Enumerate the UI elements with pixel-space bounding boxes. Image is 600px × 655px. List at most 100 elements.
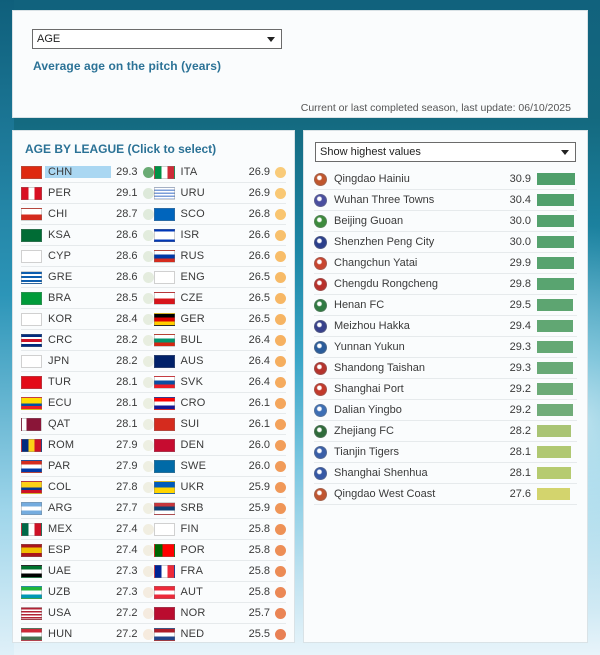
flag-icon — [153, 459, 175, 473]
league-row[interactable]: SCO 26.8 — [153, 204, 286, 225]
league-row[interactable]: ESP 27.4 — [21, 540, 154, 561]
league-row[interactable]: MEX 27.4 — [21, 519, 154, 540]
club-bar — [537, 173, 575, 185]
league-row[interactable]: COL 27.8 — [21, 477, 154, 498]
league-row[interactable]: RUS 26.6 — [153, 246, 286, 267]
league-row[interactable]: UKR 25.9 — [153, 477, 286, 498]
flag-icon — [153, 207, 175, 221]
league-code: UAE — [48, 565, 72, 577]
value-dot — [275, 292, 286, 304]
league-code: ROM — [48, 439, 75, 451]
value-dot — [275, 481, 286, 493]
league-row[interactable]: CHN 29.3 — [21, 162, 154, 183]
flag-icon — [153, 312, 175, 326]
league-row[interactable]: CRO 26.1 — [153, 393, 286, 414]
club-row[interactable]: Qingdao Hainiu 30.9 — [314, 169, 577, 190]
league-row[interactable]: ARG 27.7 — [21, 498, 154, 519]
club-row[interactable]: Shandong Taishan 29.3 — [314, 358, 577, 379]
club-row[interactable]: Shanghai Shenhua 28.1 — [314, 463, 577, 484]
value-dot — [275, 397, 286, 409]
league-value: 27.4 — [116, 523, 138, 535]
league-row[interactable]: PER 29.1 — [21, 183, 154, 204]
league-row[interactable]: SWE 26.0 — [153, 456, 286, 477]
metric-select[interactable]: AGE — [32, 29, 282, 49]
club-row[interactable]: Tianjin Tigers 28.1 — [314, 442, 577, 463]
league-row[interactable]: UZB 27.3 — [21, 582, 154, 603]
league-value: 28.5 — [116, 292, 138, 304]
league-row[interactable]: HUN 27.2 — [21, 624, 154, 642]
league-row[interactable]: JPN 28.2 — [21, 351, 154, 372]
league-row[interactable]: AUT 25.8 — [153, 582, 286, 603]
league-row[interactable]: URU 26.9 — [153, 183, 286, 204]
club-name: Tianjin Tigers — [334, 446, 400, 458]
sort-select[interactable]: Show highest values — [315, 142, 576, 162]
league-row[interactable]: GER 26.5 — [153, 309, 286, 330]
club-row[interactable]: Shenzhen Peng City 30.0 — [314, 232, 577, 253]
league-row[interactable]: TUR 28.1 — [21, 372, 154, 393]
club-row[interactable]: Changchun Yatai 29.9 — [314, 253, 577, 274]
league-row[interactable]: AUS 26.4 — [153, 351, 286, 372]
value-dot — [275, 229, 286, 241]
league-row[interactable]: DEN 26.0 — [153, 435, 286, 456]
league-value: 26.1 — [248, 418, 270, 430]
league-row[interactable]: PAR 27.9 — [21, 456, 154, 477]
league-code: GRE — [48, 271, 73, 283]
league-row[interactable]: NOR 25.7 — [153, 603, 286, 624]
league-row[interactable]: NED 25.5 — [153, 624, 286, 642]
club-value: 29.4 — [509, 320, 531, 332]
club-row[interactable]: Shanghai Port 29.2 — [314, 379, 577, 400]
league-row[interactable]: ECU 28.1 — [21, 393, 154, 414]
league-row[interactable]: QAT 28.1 — [21, 414, 154, 435]
club-value: 28.2 — [509, 425, 531, 437]
flag-icon — [153, 165, 175, 179]
league-row[interactable]: BUL 26.4 — [153, 330, 286, 351]
update-note: Current or last completed season, last u… — [300, 102, 571, 114]
league-row[interactable]: POR 25.8 — [153, 540, 286, 561]
league-row[interactable]: KOR 28.4 — [21, 309, 154, 330]
league-code: FRA — [180, 565, 204, 577]
league-row[interactable]: KSA 28.6 — [21, 225, 154, 246]
league-row[interactable]: FRA 25.8 — [153, 561, 286, 582]
league-row[interactable]: GRE 28.6 — [21, 267, 154, 288]
league-row[interactable]: ISR 26.6 — [153, 225, 286, 246]
league-code: SRB — [180, 502, 204, 514]
club-row[interactable]: Yunnan Yukun 29.3 — [314, 337, 577, 358]
league-row[interactable]: CRC 28.2 — [21, 330, 154, 351]
league-row[interactable]: SVK 26.4 — [153, 372, 286, 393]
league-row[interactable]: ITA 26.9 — [153, 162, 286, 183]
league-row[interactable]: ENG 26.5 — [153, 267, 286, 288]
league-row[interactable]: SUI 26.1 — [153, 414, 286, 435]
club-bar — [537, 215, 574, 227]
flag-icon — [21, 291, 42, 305]
club-bar — [537, 467, 571, 479]
league-row[interactable]: UAE 27.3 — [21, 561, 154, 582]
league-row[interactable]: ROM 27.9 — [21, 435, 154, 456]
value-dot — [142, 481, 154, 493]
league-row[interactable]: BRA 28.5 — [21, 288, 154, 309]
flag-icon — [153, 396, 175, 410]
club-row[interactable]: Meizhou Hakka 29.4 — [314, 316, 577, 337]
league-value: 28.4 — [116, 313, 138, 325]
league-row[interactable]: SRB 25.9 — [153, 498, 286, 519]
league-row[interactable]: FIN 25.8 — [153, 519, 286, 540]
league-row[interactable]: CHI 28.7 — [21, 204, 154, 225]
club-row[interactable]: Chengdu Rongcheng 29.8 — [314, 274, 577, 295]
club-row[interactable]: Henan FC 29.5 — [314, 295, 577, 316]
flag-icon — [153, 606, 175, 620]
league-value: 26.5 — [248, 292, 270, 304]
league-row[interactable]: CZE 26.5 — [153, 288, 286, 309]
club-row[interactable]: Qingdao West Coast 27.6 — [314, 484, 577, 505]
club-row[interactable]: Zhejiang FC 28.2 — [314, 421, 577, 442]
league-row[interactable]: USA 27.2 — [21, 603, 154, 624]
club-row[interactable]: Dalian Yingbo 29.2 — [314, 400, 577, 421]
club-value: 29.5 — [509, 299, 531, 311]
club-row[interactable]: Wuhan Three Towns 30.4 — [314, 190, 577, 211]
league-value: 25.9 — [248, 502, 270, 514]
league-row[interactable]: CYP 28.6 — [21, 246, 154, 267]
club-row[interactable]: Beijing Guoan 30.0 — [314, 211, 577, 232]
flag-icon — [21, 627, 42, 641]
value-dot — [275, 334, 286, 346]
value-dot — [142, 628, 154, 640]
league-value: 26.5 — [248, 313, 270, 325]
club-bar — [537, 194, 574, 206]
